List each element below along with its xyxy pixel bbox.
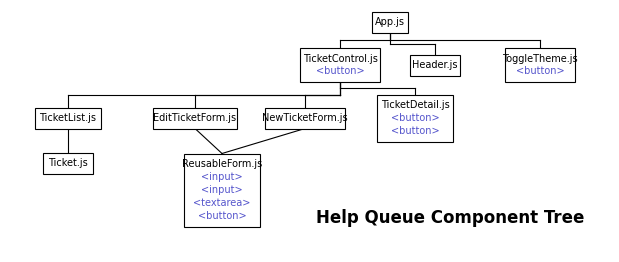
Text: <button>: <button> <box>391 113 439 123</box>
Text: TicketControl.js: TicketControl.js <box>303 53 378 63</box>
Text: ToggleTheme.js: ToggleTheme.js <box>502 53 578 63</box>
FancyBboxPatch shape <box>378 95 452 141</box>
FancyBboxPatch shape <box>372 12 408 32</box>
Text: <button>: <button> <box>516 67 565 77</box>
FancyBboxPatch shape <box>184 154 259 227</box>
Text: App.js: App.js <box>375 17 405 27</box>
Text: <button>: <button> <box>197 211 246 221</box>
Text: Ticket.js: Ticket.js <box>48 158 88 168</box>
Text: ReusableForm.js: ReusableForm.js <box>182 159 262 169</box>
FancyBboxPatch shape <box>43 152 92 173</box>
Text: Header.js: Header.js <box>412 60 457 70</box>
Text: TicketList.js: TicketList.js <box>40 113 97 123</box>
Text: <input>: <input> <box>201 172 243 182</box>
Text: EditTicketForm.js: EditTicketForm.js <box>154 113 236 123</box>
Text: <input>: <input> <box>201 185 243 195</box>
Text: <button>: <button> <box>316 67 365 77</box>
FancyBboxPatch shape <box>300 48 379 82</box>
FancyBboxPatch shape <box>153 107 237 128</box>
FancyBboxPatch shape <box>35 107 102 128</box>
Text: Help Queue Component Tree: Help Queue Component Tree <box>316 209 584 227</box>
Text: TicketDetail.js: TicketDetail.js <box>381 100 449 110</box>
FancyBboxPatch shape <box>504 48 576 82</box>
FancyBboxPatch shape <box>410 54 459 75</box>
Text: <textarea>: <textarea> <box>193 198 251 208</box>
FancyBboxPatch shape <box>266 107 345 128</box>
Text: <button>: <button> <box>391 126 439 136</box>
Text: NewTicketForm.js: NewTicketForm.js <box>262 113 348 123</box>
